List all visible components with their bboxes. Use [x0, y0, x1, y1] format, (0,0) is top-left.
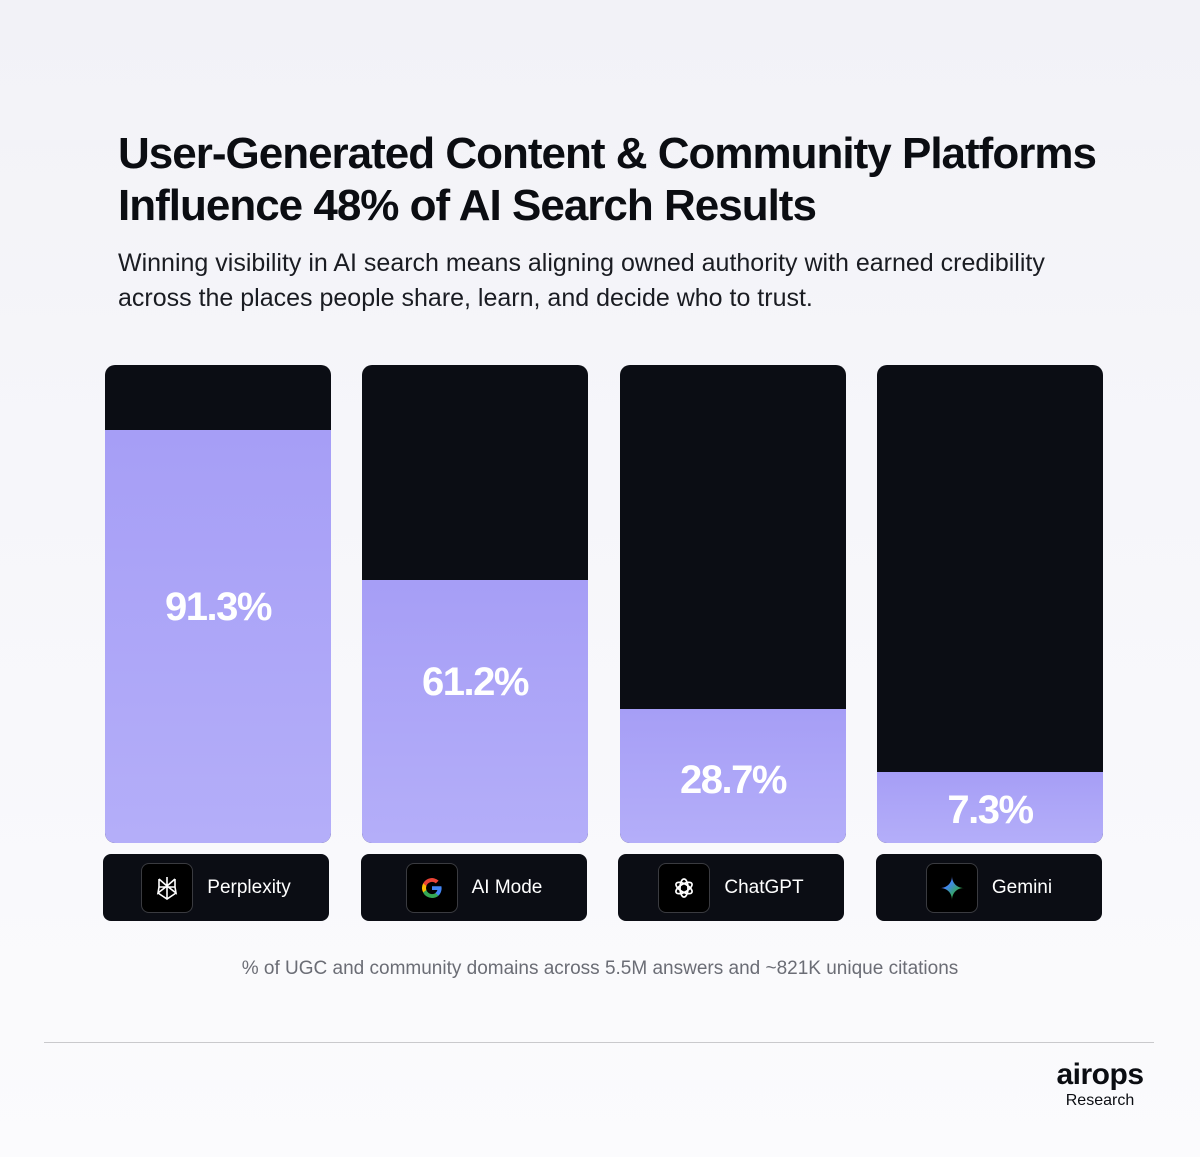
bar-value: 61.2% [422, 660, 529, 704]
google-icon [405, 862, 458, 913]
bar-fill [877, 772, 1103, 843]
bar-value: 7.3% [947, 788, 1034, 832]
brand-sub: Research [1065, 1092, 1135, 1109]
label-text: Perplexity [207, 876, 291, 898]
bar-fill [620, 709, 846, 843]
divider [44, 1042, 1154, 1043]
bar-perplexity: 91.3% [105, 365, 331, 843]
chart-subtitle: Winning visibility in AI search means al… [118, 249, 1045, 312]
bar-fill [362, 580, 588, 843]
bar-value: 28.7% [680, 758, 787, 802]
brand-name: airops [1056, 1058, 1144, 1091]
label-text: Gemini [991, 876, 1053, 898]
chatgpt-icon [658, 862, 711, 913]
label-text: ChatGPT [724, 876, 804, 898]
bar-ai-mode: 61.2% [362, 365, 588, 843]
brand-logo: airops Research [1040, 1058, 1160, 1110]
label-gemini: Gemini [876, 854, 1102, 921]
bar-fill [105, 430, 331, 843]
chart-caption: % of UGC and community domains across 5.… [241, 958, 959, 979]
label-chatgpt: ChatGPT [618, 854, 844, 921]
bar-gemini: 7.3% [877, 365, 1103, 843]
bar-value: 91.3% [165, 585, 272, 629]
label-ai-mode: AI Mode [361, 854, 587, 921]
bar-chatgpt: 28.7% [620, 365, 846, 843]
gemini-icon [925, 862, 978, 913]
perplexity-icon [141, 862, 194, 913]
label-perplexity: Perplexity [103, 854, 329, 921]
label-text: AI Mode [471, 876, 543, 898]
chart-title: User-Generated Content & Community Platf… [118, 129, 1097, 230]
